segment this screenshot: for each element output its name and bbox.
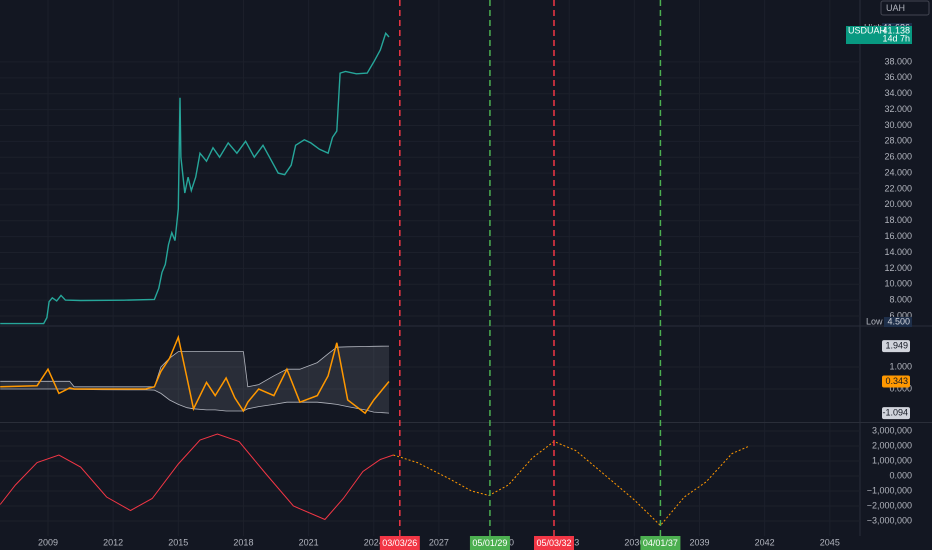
y-tick-label: −2,000,000 — [867, 500, 912, 510]
event-badge — [469, 536, 510, 550]
event-badge — [379, 536, 420, 550]
y-tick-label: 36.000 — [884, 72, 912, 82]
low-badge — [884, 317, 912, 327]
series-line — [0, 31, 390, 325]
y-tick-label: 16.000 — [884, 231, 912, 241]
value-badge — [882, 340, 910, 353]
y-tick-label: 10.000 — [884, 279, 912, 289]
y-tick-label: 34.000 — [884, 88, 912, 98]
band-fill — [0, 346, 389, 414]
x-tick-label: 2009 — [38, 537, 58, 547]
x-tick-label: 2039 — [689, 537, 709, 547]
currency: UAH — [886, 3, 905, 13]
y-tick-label: 24.000 — [884, 167, 912, 177]
low-label: Low — [866, 316, 883, 326]
x-tick-label: 2036 — [624, 537, 644, 547]
last-badge — [846, 26, 912, 45]
event-label: 04/01/37 — [643, 538, 678, 548]
y-tick-label: −1,000,000 — [867, 485, 912, 495]
y-tick-label: 26.000 — [884, 152, 912, 162]
y-tick-label: 0.000 — [889, 470, 912, 480]
symbol-label: USDUAH — [848, 25, 886, 35]
y-tick-label: 18.000 — [884, 215, 912, 225]
y-tick-label: 32.000 — [884, 104, 912, 114]
countdown: 14d 7h — [882, 33, 910, 43]
x-tick-label: 2027 — [429, 537, 449, 547]
y-tick-label: 38.000 — [884, 56, 912, 66]
event-label: 05/01/29 — [472, 538, 507, 548]
value-badge — [882, 407, 910, 420]
low-value: 4.500 — [887, 316, 910, 326]
value-badge-label: 1.949 — [885, 340, 908, 350]
x-tick-label: 2024 — [364, 537, 384, 547]
x-tick-label: 2021 — [299, 537, 319, 547]
x-tick-label: 2018 — [233, 537, 253, 547]
y-tick-label: 1.000 — [889, 361, 912, 371]
value-badge-label: -1.094 — [882, 407, 908, 417]
y-tick-label: 12.000 — [884, 263, 912, 273]
value-badge-label: 0.343 — [885, 376, 908, 386]
x-tick-label: 2042 — [755, 537, 775, 547]
y-tick-label: 20.000 — [884, 199, 912, 209]
last-value: 41.138 — [882, 25, 910, 35]
y-tick-label: 14.000 — [884, 247, 912, 257]
x-tick-label: 2015 — [168, 537, 188, 547]
y-tick-label: 0.000 — [889, 383, 912, 393]
series-line — [0, 433, 394, 521]
event-badge — [640, 536, 681, 550]
y-tick-label: 22.000 — [884, 183, 912, 193]
currency-box — [880, 0, 930, 16]
y-tick-label: 3,000,000 — [872, 425, 912, 435]
x-tick-label: 2012 — [103, 537, 123, 547]
event-label: 03/03/26 — [382, 538, 417, 548]
series-line — [0, 334, 390, 415]
y-tick-label: 1,000,000 — [872, 455, 912, 465]
event-label: 05/03/32 — [536, 538, 571, 548]
series-line — [393, 440, 750, 527]
x-tick-label: 2045 — [820, 537, 840, 547]
event-badge — [534, 536, 575, 550]
y-tick-label: 6.000 — [889, 310, 912, 320]
y-tick-label: 28.000 — [884, 136, 912, 146]
value-badge — [882, 375, 910, 388]
series-line — [0, 345, 390, 388]
y-tick-label: 8.000 — [889, 295, 912, 305]
y-tick-label: 30.000 — [884, 120, 912, 130]
y-tick-label: −3,000,000 — [867, 515, 912, 525]
y-tick-label: 2,000,000 — [872, 440, 912, 450]
